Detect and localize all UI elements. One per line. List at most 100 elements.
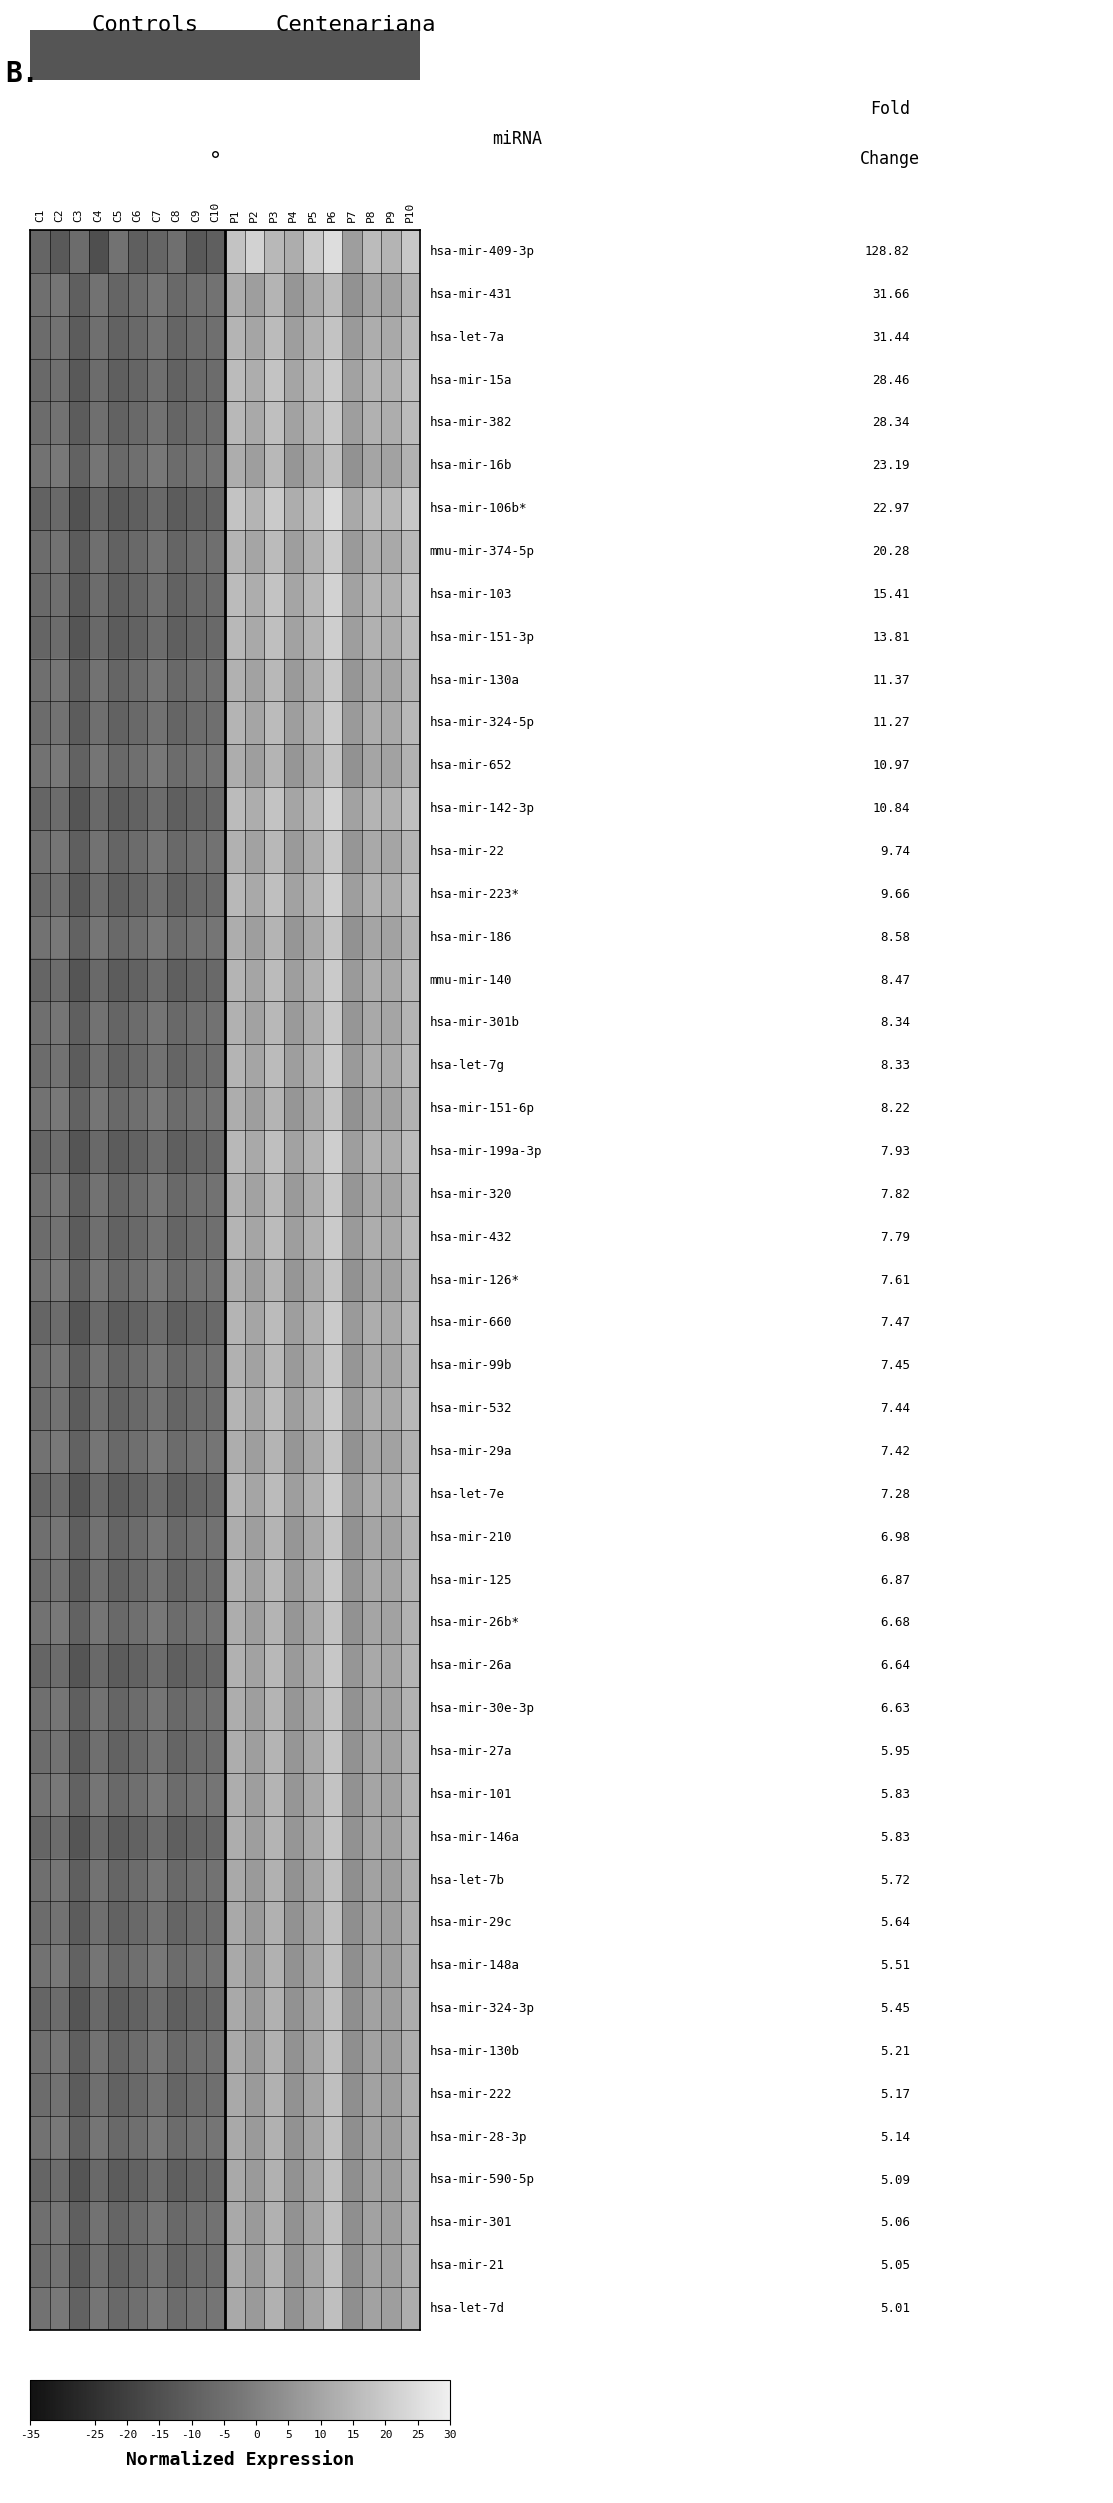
Text: Change: Change: [860, 150, 920, 168]
Text: 5.14: 5.14: [880, 2130, 910, 2143]
Text: hsa-mir-103: hsa-mir-103: [430, 588, 512, 601]
Text: 5.05: 5.05: [880, 2260, 910, 2273]
Text: Centenariana: Centenariana: [276, 15, 436, 35]
Text: hsa-mir-223*: hsa-mir-223*: [430, 889, 520, 901]
Text: hsa-mir-22: hsa-mir-22: [430, 846, 504, 859]
Text: C3: C3: [73, 208, 83, 223]
Text: hsa-mir-106b*: hsa-mir-106b*: [430, 503, 528, 516]
Text: hsa-mir-29a: hsa-mir-29a: [430, 1444, 512, 1457]
Text: 5.83: 5.83: [880, 1830, 910, 1845]
Text: P4: P4: [288, 208, 298, 223]
Text: C2: C2: [55, 208, 65, 223]
Text: 5.21: 5.21: [880, 2045, 910, 2057]
Text: C8: C8: [171, 208, 181, 223]
Text: hsa-let-7b: hsa-let-7b: [430, 1875, 504, 1887]
Text: C6: C6: [132, 208, 142, 223]
Text: hsa-mir-130b: hsa-mir-130b: [430, 2045, 520, 2057]
Text: 5.51: 5.51: [880, 1960, 910, 1972]
Text: hsa-mir-590-5p: hsa-mir-590-5p: [430, 2173, 534, 2188]
Text: 5.09: 5.09: [880, 2173, 910, 2188]
Text: hsa-mir-29c: hsa-mir-29c: [430, 1917, 512, 1930]
Text: B.: B.: [6, 60, 39, 88]
Text: 7.93: 7.93: [880, 1144, 910, 1159]
Text: C1: C1: [35, 208, 45, 223]
Text: hsa-let-7a: hsa-let-7a: [430, 330, 504, 343]
Text: hsa-mir-30e-3p: hsa-mir-30e-3p: [430, 1702, 534, 1715]
Text: hsa-mir-101: hsa-mir-101: [430, 1787, 512, 1800]
Text: 7.79: 7.79: [880, 1231, 910, 1244]
Text: hsa-mir-222: hsa-mir-222: [430, 2088, 512, 2100]
Text: P3: P3: [268, 208, 278, 223]
Text: P10: P10: [405, 203, 415, 223]
Text: hsa-mir-186: hsa-mir-186: [430, 931, 512, 944]
Text: hsa-mir-409-3p: hsa-mir-409-3p: [430, 245, 534, 258]
Text: hsa-mir-130a: hsa-mir-130a: [430, 673, 520, 686]
Text: 6.68: 6.68: [880, 1617, 910, 1629]
Text: 10.84: 10.84: [873, 801, 910, 816]
Text: Controls: Controls: [91, 15, 198, 35]
Text: C9: C9: [190, 208, 200, 223]
Text: 5.72: 5.72: [880, 1875, 910, 1887]
Text: hsa-mir-301: hsa-mir-301: [430, 2215, 512, 2230]
Text: hsa-mir-151-6p: hsa-mir-151-6p: [430, 1101, 534, 1114]
Text: 5.45: 5.45: [880, 2002, 910, 2015]
Text: 31.44: 31.44: [873, 330, 910, 343]
Text: hsa-mir-324-3p: hsa-mir-324-3p: [430, 2002, 534, 2015]
Text: 8.58: 8.58: [880, 931, 910, 944]
Text: 5.01: 5.01: [880, 2303, 910, 2315]
Text: hsa-mir-16b: hsa-mir-16b: [430, 458, 512, 473]
Text: P9: P9: [386, 208, 396, 223]
Text: hsa-mir-324-5p: hsa-mir-324-5p: [430, 716, 534, 728]
Text: 9.66: 9.66: [880, 889, 910, 901]
Text: 5.64: 5.64: [880, 1917, 910, 1930]
Text: hsa-let-7d: hsa-let-7d: [430, 2303, 504, 2315]
Text: 11.37: 11.37: [873, 673, 910, 686]
Text: P1: P1: [229, 208, 239, 223]
Text: hsa-mir-26a: hsa-mir-26a: [430, 1659, 512, 1672]
Text: 6.64: 6.64: [880, 1659, 910, 1672]
Text: 7.61: 7.61: [880, 1274, 910, 1287]
Text: 11.27: 11.27: [873, 716, 910, 728]
Text: C10: C10: [210, 203, 220, 223]
Text: 28.34: 28.34: [873, 415, 910, 431]
Text: hsa-mir-301b: hsa-mir-301b: [430, 1016, 520, 1029]
Text: 15.41: 15.41: [873, 588, 910, 601]
Text: 8.33: 8.33: [880, 1059, 910, 1071]
Text: hsa-mir-148a: hsa-mir-148a: [430, 1960, 520, 1972]
Text: hsa-mir-320: hsa-mir-320: [430, 1189, 512, 1201]
Text: 6.98: 6.98: [880, 1532, 910, 1544]
Text: hsa-mir-210: hsa-mir-210: [430, 1532, 512, 1544]
Text: Fold: Fold: [870, 100, 910, 118]
Text: 5.95: 5.95: [880, 1745, 910, 1757]
Text: hsa-mir-652: hsa-mir-652: [430, 758, 512, 773]
Text: hsa-mir-151-3p: hsa-mir-151-3p: [430, 631, 534, 643]
Text: 7.45: 7.45: [880, 1359, 910, 1372]
Text: 6.87: 6.87: [880, 1574, 910, 1587]
Text: hsa-mir-126*: hsa-mir-126*: [430, 1274, 520, 1287]
Text: 7.44: 7.44: [880, 1402, 910, 1414]
Text: hsa-mir-532: hsa-mir-532: [430, 1402, 512, 1414]
Text: 128.82: 128.82: [865, 245, 910, 258]
Text: P5: P5: [308, 208, 317, 223]
Text: P8: P8: [366, 208, 376, 223]
Text: 7.82: 7.82: [880, 1189, 910, 1201]
Text: 9.74: 9.74: [880, 846, 910, 859]
Text: 22.97: 22.97: [873, 503, 910, 516]
Text: hsa-mir-146a: hsa-mir-146a: [430, 1830, 520, 1845]
Text: 8.22: 8.22: [880, 1101, 910, 1114]
Text: 7.28: 7.28: [880, 1487, 910, 1502]
Text: P2: P2: [249, 208, 259, 223]
Text: 6.63: 6.63: [880, 1702, 910, 1715]
Text: 5.83: 5.83: [880, 1787, 910, 1800]
Text: hsa-mir-99b: hsa-mir-99b: [430, 1359, 512, 1372]
Text: P6: P6: [327, 208, 337, 223]
Text: C7: C7: [151, 208, 161, 223]
Text: Normalized Expression: Normalized Expression: [126, 2450, 354, 2468]
Text: hsa-mir-142-3p: hsa-mir-142-3p: [430, 801, 534, 816]
Text: hsa-mir-15a: hsa-mir-15a: [430, 373, 512, 385]
Text: 5.17: 5.17: [880, 2088, 910, 2100]
Text: 5.06: 5.06: [880, 2215, 910, 2230]
Text: mmu-mir-374-5p: mmu-mir-374-5p: [430, 546, 534, 558]
Text: 8.47: 8.47: [880, 974, 910, 986]
Text: P7: P7: [347, 208, 357, 223]
